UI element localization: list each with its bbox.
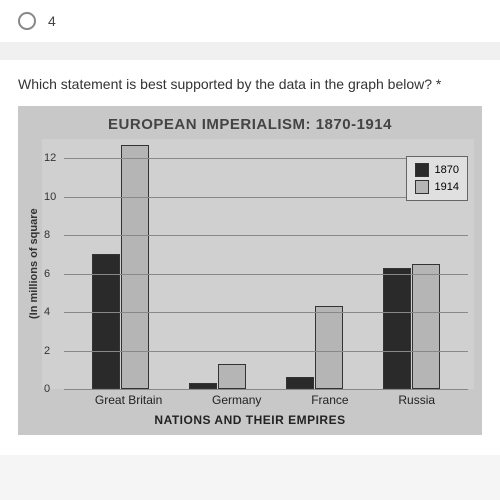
bar (218, 364, 246, 389)
bar (315, 306, 343, 389)
answer-option-row[interactable]: 4 (0, 0, 500, 42)
x-category-label: Great Britain (95, 393, 162, 407)
question-section: Which statement is best supported by the… (0, 60, 500, 455)
y-tick-label: 6 (44, 268, 50, 280)
grid-line (64, 312, 468, 313)
grid-line (64, 351, 468, 352)
legend-label: 1870 (435, 164, 459, 176)
grid-line (64, 274, 468, 275)
question-text: Which statement is best supported by the… (18, 76, 482, 92)
x-labels: Great Britain Germany France Russia (62, 389, 468, 407)
y-tick-label: 0 (44, 383, 50, 395)
y-tick-label: 4 (44, 306, 50, 318)
x-axis-title: NATIONS AND THEIR EMPIRES (26, 413, 474, 427)
y-tick-label: 10 (44, 191, 56, 203)
bar (383, 268, 411, 389)
legend-swatch-icon (415, 180, 429, 194)
bar (286, 377, 314, 389)
section-divider (0, 42, 500, 60)
grid-line (64, 389, 468, 390)
bar-group (189, 364, 246, 389)
bar (121, 145, 149, 389)
answer-option-label: 4 (48, 13, 56, 29)
legend-swatch-icon (415, 163, 429, 177)
grid-line (64, 235, 468, 236)
bar (412, 264, 440, 389)
legend-row: 1870 (415, 163, 459, 177)
bar-group (383, 264, 440, 389)
radio-circle-icon[interactable] (18, 12, 36, 30)
chart-container: EUROPEAN IMPERIALISM: 1870-1914 (In mill… (18, 106, 482, 435)
y-axis-label: (In millions of square (26, 139, 40, 389)
x-category-label: Germany (212, 393, 261, 407)
legend-box: 1870 1914 (406, 156, 468, 201)
x-category-label: France (311, 393, 348, 407)
y-tick-label: 2 (44, 345, 50, 357)
y-tick-label: 12 (44, 152, 56, 164)
x-category-label: Russia (398, 393, 435, 407)
y-tick-label: 8 (44, 229, 50, 241)
bar-group (286, 306, 343, 389)
legend-row: 1914 (415, 180, 459, 194)
legend-label: 1914 (435, 181, 459, 193)
bar-group (92, 145, 149, 389)
chart-title: EUROPEAN IMPERIALISM: 1870-1914 (26, 116, 474, 133)
